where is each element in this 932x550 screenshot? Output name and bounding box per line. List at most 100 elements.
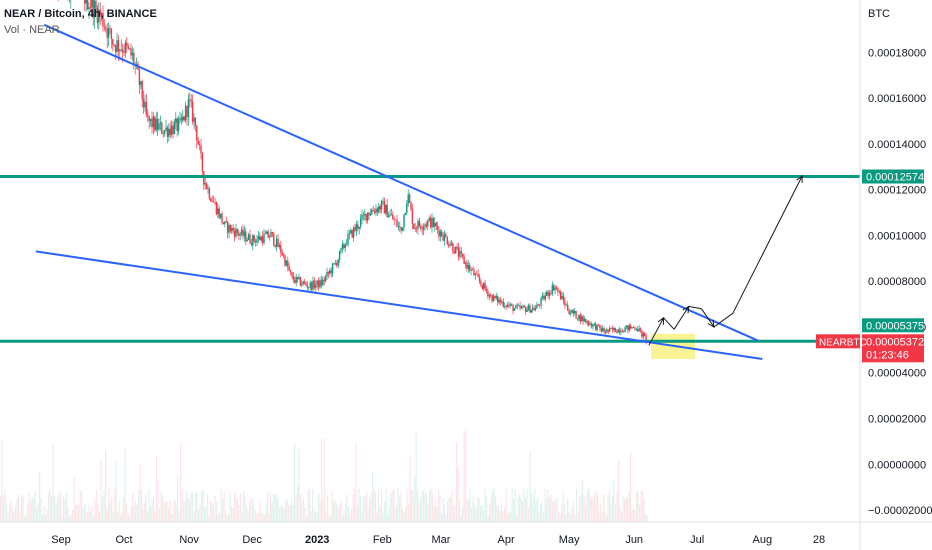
volume-bar — [28, 491, 30, 522]
candle-body — [168, 128, 170, 137]
candle-body — [315, 284, 317, 288]
candle-body — [357, 224, 359, 229]
candle-body — [361, 214, 363, 219]
candle-body — [211, 201, 213, 202]
candle-body — [215, 202, 218, 215]
candle-body — [432, 218, 435, 227]
volume-legend[interactable]: Vol · NEAR — [4, 24, 60, 36]
candle-body — [520, 307, 523, 309]
candle-body — [163, 130, 166, 134]
candle-body — [613, 327, 615, 330]
candle-body — [200, 145, 202, 154]
candle-body — [350, 230, 352, 234]
candle-body — [418, 221, 421, 226]
candle-body — [208, 188, 211, 199]
candles — [57, 0, 647, 345]
volume-bar — [439, 495, 441, 522]
candle-body — [505, 306, 507, 307]
candle-body — [317, 280, 320, 288]
candle-body — [607, 329, 609, 332]
volume-bar — [291, 499, 293, 522]
candle-body — [383, 200, 386, 214]
projection-segment — [648, 317, 665, 346]
candle-body — [280, 245, 282, 253]
volume-bar — [150, 506, 152, 522]
volume-bar — [132, 492, 134, 522]
candle-body — [578, 314, 580, 320]
volume-bar — [532, 499, 534, 522]
candle-body — [99, 9, 101, 16]
candle-body — [404, 212, 407, 215]
candle-body — [604, 331, 607, 333]
candle-body — [627, 325, 629, 331]
candle-body — [245, 231, 247, 242]
volume-bar — [148, 489, 150, 522]
candle-body — [226, 221, 229, 233]
volume-bar — [7, 513, 9, 522]
candle-body — [599, 324, 601, 329]
candle-body — [512, 305, 514, 311]
candle-body — [504, 306, 506, 307]
candle-body — [443, 234, 446, 241]
currency-label: BTC — [868, 8, 890, 20]
volume-bar — [306, 515, 308, 522]
volume-bar — [496, 505, 498, 522]
volume-bar — [315, 511, 317, 522]
projection-arrowhead — [796, 174, 803, 183]
candle-body — [431, 218, 433, 228]
volume-bar — [502, 510, 504, 522]
candle-body — [106, 29, 108, 38]
volume-bar — [561, 505, 563, 522]
y-tick-label: 0.00018000 — [868, 47, 926, 59]
candle-body — [247, 234, 250, 240]
volume-bar — [192, 493, 194, 522]
candle-body — [602, 328, 604, 332]
candle-body — [562, 295, 565, 301]
candle-body — [107, 28, 110, 38]
candle-body — [187, 99, 190, 118]
projection-segment — [688, 305, 702, 310]
candle-body — [551, 285, 553, 294]
candle-body — [380, 201, 383, 210]
volume-bar — [303, 498, 305, 522]
volume-bar — [141, 488, 143, 522]
volume-bar — [277, 498, 279, 522]
volume-bar — [16, 498, 18, 522]
volume-bar — [300, 494, 302, 522]
x-tick-label: Jun — [625, 534, 643, 546]
candle-body — [173, 122, 176, 135]
candle-body — [457, 248, 460, 257]
volume-bar — [345, 502, 347, 522]
candle-body — [166, 127, 169, 137]
volume-bar — [516, 515, 518, 522]
volume-bar — [73, 476, 75, 522]
candle-body — [183, 116, 185, 121]
candle-body — [182, 116, 184, 121]
volume-bar — [22, 496, 24, 522]
volume-bar — [400, 491, 402, 522]
volume-bar — [165, 501, 167, 522]
volume-bar — [319, 501, 321, 522]
candle-body — [621, 331, 623, 332]
volume-bar — [30, 502, 32, 522]
volume-bar — [508, 512, 510, 522]
symbol-title[interactable]: NEAR / Bitcoin, 4h, BINANCE — [4, 8, 157, 20]
volume-bar — [87, 512, 89, 522]
volume-bar — [265, 502, 267, 522]
candle-body — [533, 307, 535, 311]
candle-body — [581, 316, 583, 322]
volume-bar — [55, 503, 57, 522]
candle-body — [113, 44, 115, 46]
volume-bar — [558, 511, 560, 522]
candle-body — [243, 231, 246, 237]
volume-bar — [492, 489, 494, 522]
volume-bar — [513, 499, 515, 522]
volume-bar — [456, 442, 458, 522]
volume-bar — [388, 509, 390, 522]
volume-bar — [417, 488, 419, 522]
volume-bar — [126, 503, 128, 522]
time-axis[interactable]: Sep Oct Nov Dec 2023 Feb Mar Apr May Jun Jul Aug 28 — [0, 521, 932, 546]
candle-body — [446, 237, 448, 245]
price-axis[interactable]: BTC 0.00018000 0.00016000 0.00014000 0.00012… — [859, 0, 932, 550]
